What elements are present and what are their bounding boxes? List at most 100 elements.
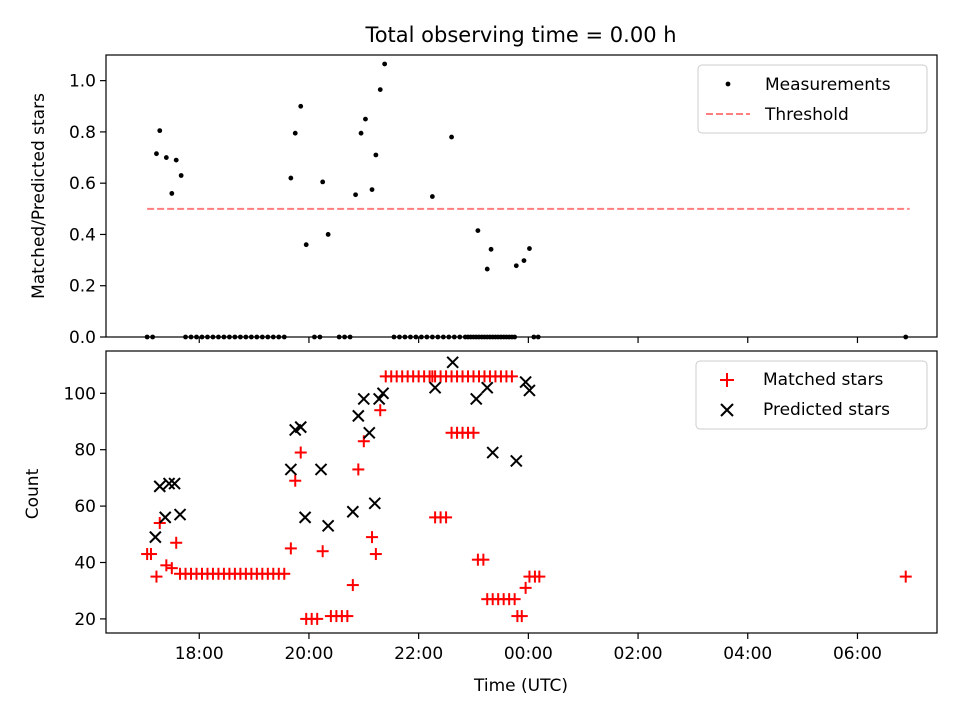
measurement-point xyxy=(173,157,179,163)
measurement-point xyxy=(382,61,388,67)
predicted-point xyxy=(294,420,307,434)
predicted-point xyxy=(446,356,459,369)
measurement-point xyxy=(163,155,169,160)
top-legend-box xyxy=(697,64,928,134)
measurement-point xyxy=(369,187,375,192)
bottom-plot-marks xyxy=(141,356,912,625)
predicted-point xyxy=(486,446,499,459)
measurement-point xyxy=(320,179,326,185)
matched-point xyxy=(341,610,354,623)
y-tick-label: 0.4 xyxy=(69,225,96,245)
measurement-point xyxy=(373,152,379,158)
matched-point xyxy=(352,463,365,476)
measurement-point xyxy=(363,116,368,122)
matched-point xyxy=(477,553,490,566)
y-tick-label: 0.2 xyxy=(69,277,96,297)
predicted-point xyxy=(372,392,386,406)
chart-title: Total observing time = 0.00 h xyxy=(364,23,676,47)
y-tick-label: 0.8 xyxy=(69,123,96,143)
legend-predicted-marker xyxy=(720,403,734,417)
top-x-ticks xyxy=(198,337,859,343)
top-legend: Measurements Threshold xyxy=(697,64,928,134)
measurement-point xyxy=(484,266,490,272)
predicted-point xyxy=(284,463,298,476)
measurement-point xyxy=(377,87,383,93)
bottom-x-ticks: 18:00 20:00 22:00 00:00 02:00 04:00 06:00 xyxy=(175,633,882,664)
measurement-point xyxy=(521,258,527,264)
x-tick-label: 02:00 xyxy=(614,644,663,664)
matched-point xyxy=(374,404,387,417)
predicted-point xyxy=(470,392,483,406)
measurement-point xyxy=(325,232,331,237)
predicted-point xyxy=(368,497,381,510)
bottom-subplot: 20 40 60 80 100 18:00 20:00 22:00 00:00 02:00 04:… xyxy=(23,350,938,696)
predicted-point xyxy=(481,381,494,394)
y-tick-label: 1.0 xyxy=(69,72,96,92)
measurement-point xyxy=(157,128,163,134)
predicted-point xyxy=(519,375,532,389)
matched-point xyxy=(289,474,302,487)
matched-point xyxy=(366,531,379,544)
legend-threshold-label: Threshold xyxy=(764,105,849,125)
measurement-point xyxy=(449,134,454,140)
legend-matched-marker xyxy=(720,373,734,387)
top-y-axis-label: Matched/Predicted stars xyxy=(29,93,49,299)
x-tick-label: 06:00 xyxy=(833,644,882,664)
y-tick-label: 100 xyxy=(64,384,96,404)
predicted-point xyxy=(173,508,187,521)
matched-point xyxy=(519,581,532,594)
y-tick-label: 0.6 xyxy=(69,174,96,194)
x-tick-label: 18:00 xyxy=(175,644,224,664)
measurement-point xyxy=(429,194,435,199)
predicted-point xyxy=(352,409,365,423)
predicted-point xyxy=(346,505,360,518)
legend-matched-label: Matched stars xyxy=(763,370,883,390)
x-tick-label: 20:00 xyxy=(284,644,333,664)
legend-measurements-marker xyxy=(725,81,731,87)
matched-point xyxy=(467,426,480,439)
measurement-point xyxy=(488,246,494,252)
bottom-legend: Matched stars Predicted stars xyxy=(695,360,928,430)
matched-point xyxy=(150,570,163,583)
matched-point xyxy=(294,446,307,459)
matched-point xyxy=(508,593,521,606)
matched-point xyxy=(533,570,546,583)
predicted-point xyxy=(363,426,376,439)
predicted-point xyxy=(357,392,371,406)
measurement-point xyxy=(358,130,364,136)
measurement-point xyxy=(513,263,519,269)
bottom-y-ticks: 20 40 60 80 100 xyxy=(64,384,106,630)
measurement-point xyxy=(353,192,358,198)
matched-point xyxy=(160,559,173,572)
measurement-point xyxy=(292,130,298,136)
measurement-point xyxy=(303,242,309,248)
x-tick-label: 22:00 xyxy=(394,644,443,664)
matched-point xyxy=(899,570,912,583)
matched-point xyxy=(505,370,518,383)
bottom-legend-box xyxy=(695,360,928,430)
matched-point xyxy=(316,545,329,558)
predicted-point xyxy=(523,384,536,397)
x-tick-label: 00:00 xyxy=(504,644,553,664)
measurement-point xyxy=(154,151,159,157)
y-tick-label: 80 xyxy=(74,441,96,461)
measurement-point xyxy=(178,173,184,178)
measurement-point xyxy=(169,191,175,196)
bottom-y-axis-label: Count xyxy=(23,468,43,519)
y-tick-label: 60 xyxy=(74,497,96,517)
matched-point xyxy=(426,370,439,383)
matched-point xyxy=(284,542,297,555)
matched-point xyxy=(153,517,166,530)
predicted-point xyxy=(159,511,172,524)
predicted-point xyxy=(428,381,442,394)
predicted-point xyxy=(153,480,166,493)
measurement-point xyxy=(475,228,481,234)
bottom-axes-frame xyxy=(105,350,938,634)
matched-point xyxy=(311,612,324,625)
matched-point xyxy=(369,548,382,561)
measurement-point xyxy=(288,175,294,181)
matched-point xyxy=(515,610,528,623)
y-tick-label: 20 xyxy=(74,610,96,630)
measurement-point xyxy=(527,246,532,251)
